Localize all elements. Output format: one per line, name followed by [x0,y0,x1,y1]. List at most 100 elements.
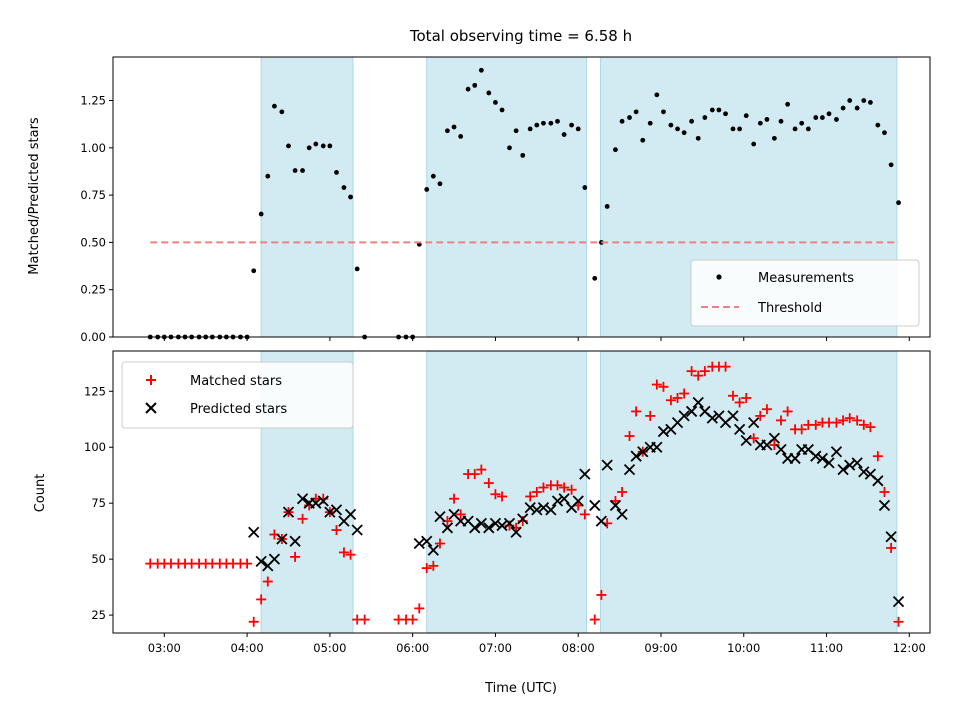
measurement-point [778,118,784,124]
measurement-point [320,143,326,149]
matched-stars-point [449,493,460,504]
measurement-point [640,137,646,143]
matched-stars-point [624,431,635,442]
matched-stars-point [297,513,308,524]
measurement-point [499,107,505,113]
measurement-point [327,143,333,149]
matched-stars-point [645,410,656,421]
predicted-stars-point [678,410,690,422]
predicted-stars-point [517,513,529,525]
matched-stars-point [256,594,267,605]
predicted-stars-point [351,524,363,536]
x-tick-label: 08:00 [562,641,595,655]
measurement-point [437,181,443,187]
measurement-point [348,194,353,200]
y-tick-label: 0.00 [80,330,106,344]
measurement-point [534,122,540,128]
predicted-stars-point [496,519,508,532]
predicted-stars-point [558,493,570,505]
predicted-stars-point [878,499,891,512]
legend-matched-label: Matched stars [190,374,282,389]
measurement-point [541,120,546,126]
measurement-point [445,128,450,134]
matched-stars-point [552,480,563,491]
predicted-stars-point [579,468,591,480]
legend-predicted-marker [145,402,157,414]
matched-stars-point [734,397,745,408]
predicted-stars-point [637,446,649,458]
predicted-stars-point [616,508,628,521]
measurement-point [161,334,167,340]
matched-stars-point [838,415,849,426]
predicted-stars-point [344,508,357,521]
measurement-point [633,109,639,115]
observing-window-band [426,350,587,634]
matched-stars-point [782,406,793,417]
measurement-point [244,334,250,340]
measurement-point [799,120,805,126]
measurement-point [527,126,533,132]
predicted-stars-point [823,457,835,469]
predicted-stars-point [317,495,329,507]
observing-windows [260,56,898,634]
measurement-point [424,187,430,192]
x-tick-label: 03:00 [148,641,181,655]
predicted-stars-point [282,506,295,518]
predicted-stars-point [589,499,601,512]
measurement-point [451,124,457,130]
predicted-stars-point [844,459,856,471]
measurement-point [757,120,763,126]
measurement-point [709,107,715,113]
measurement-point [251,268,257,274]
measurement-point [430,173,436,179]
x-tick-label: 05:00 [313,641,346,655]
measurement-point [695,135,701,141]
matched-stars-point [693,370,704,381]
y-tick-label: 50 [91,552,106,566]
matched-stars-point [596,589,607,600]
measurement-point [681,130,687,136]
measurement-point [520,152,526,158]
measurement-point [209,334,215,340]
matched-stars-point [338,547,349,558]
measurement-point [888,162,894,168]
predicted-stars-point [657,425,670,438]
measurement-point [764,117,770,122]
predicted-stars-point [475,517,487,529]
measurement-point [265,173,271,179]
predicted-stars-point [816,452,829,465]
chart-title: Total observing time = 6.58 h [409,27,632,45]
measurement-point [882,130,887,136]
predicted-stars-point [727,410,739,422]
measurement-point [743,113,749,119]
measurement-point [861,98,867,103]
measurement-point [868,100,873,105]
matched-stars-point [796,424,807,435]
matched-stars-point [469,469,480,480]
measurement-point [203,334,209,340]
matched-stars-point [290,551,301,562]
predicted-stars-point [692,396,704,409]
predicted-stars-point [421,535,433,547]
predicted-stars-point [248,526,260,538]
matched-stars-point [872,451,883,462]
matched-stars-point [248,616,259,627]
measurement-point [362,334,368,340]
measurement-point [272,103,277,109]
predicted-stars-point [837,463,849,476]
measurement-point [661,109,666,115]
y-tick-label: 125 [84,384,106,398]
x-tick-label: 12:00 [893,641,926,655]
matched-stars-point [741,393,752,403]
predicted-stars-point [851,457,863,469]
bottom-y-axis-label: Count [33,474,48,513]
x-tick-label: 10:00 [727,641,760,655]
measurement-point [805,126,811,132]
measurement-point [737,126,743,132]
predicted-stars-point [441,522,454,534]
measurement-point [647,120,653,126]
matched-stars-point [566,484,577,495]
x-tick-label: 06:00 [396,641,429,655]
predicted-stars-point [469,522,481,534]
predicted-stars-point [413,537,425,550]
